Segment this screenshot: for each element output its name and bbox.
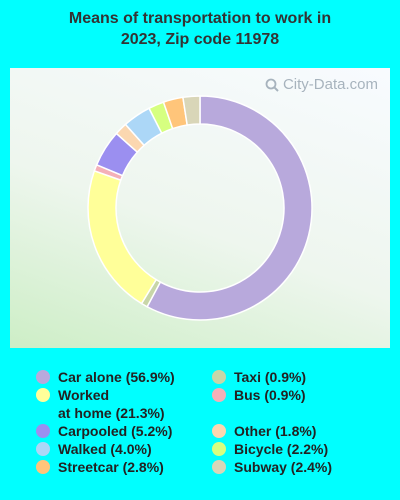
legend-item: Walked (4.0%) [36,440,152,458]
legend-label: Bicycle (2.2%) [234,441,329,457]
legend-label: Worked at home (21.3%) [58,387,165,421]
legend-label: Streetcar (2.8%) [58,459,164,475]
donut-slice-2 [87,169,158,305]
watermark-text: City-Data.com [282,76,378,93]
legend-label: Carpooled (5.2%) [58,423,173,439]
legend-item: Subway (2.4%) [212,458,332,476]
legend-label: Bus (0.9%) [234,387,306,403]
legend-item: Taxi (0.9%) [212,368,306,386]
donut-chart [87,95,313,321]
legend-swatch [36,424,50,438]
chart-title: Means of transportation to work in 2023,… [0,8,400,50]
legend-label: Taxi (0.9%) [234,369,307,385]
legend-label: Other (1.8%) [234,423,317,439]
legend-label: Car alone (56.9%) [58,369,175,385]
legend-label: Walked (4.0%) [58,441,152,457]
legend-swatch [36,460,50,474]
donut-slice-9 [182,95,201,126]
chart-panel: City-Data.com [10,68,390,348]
legend-item: Bus (0.9%) [212,386,306,404]
legend-swatch [212,388,226,402]
chart-title-line1: Means of transportation to work in [68,10,332,27]
legend-item: Worked at home (21.3%) [36,386,165,422]
legend-item: Other (1.8%) [212,422,316,440]
legend-item: Streetcar (2.8%) [36,458,164,476]
legend-swatch [212,442,226,456]
legend-swatch [36,388,50,402]
legend-swatch [212,424,226,438]
legend-swatch [36,442,50,456]
donut-slice-0 [146,95,313,321]
magnifier-icon [265,78,279,92]
legend-swatch [36,370,50,384]
legend-item: Carpooled (5.2%) [36,422,172,440]
watermark: City-Data.com [265,76,378,93]
legend-label: Subway (2.4%) [234,459,333,475]
legend: Car alone (56.9%) Taxi (0.9%) Worked at ho… [0,368,400,488]
legend-item: Bicycle (2.2%) [212,440,328,458]
legend-item: Car alone (56.9%) [36,368,175,386]
legend-swatch [212,370,226,384]
legend-swatch [212,460,226,474]
chart-title-line2: 2023, Zip code 11978 [120,31,280,48]
